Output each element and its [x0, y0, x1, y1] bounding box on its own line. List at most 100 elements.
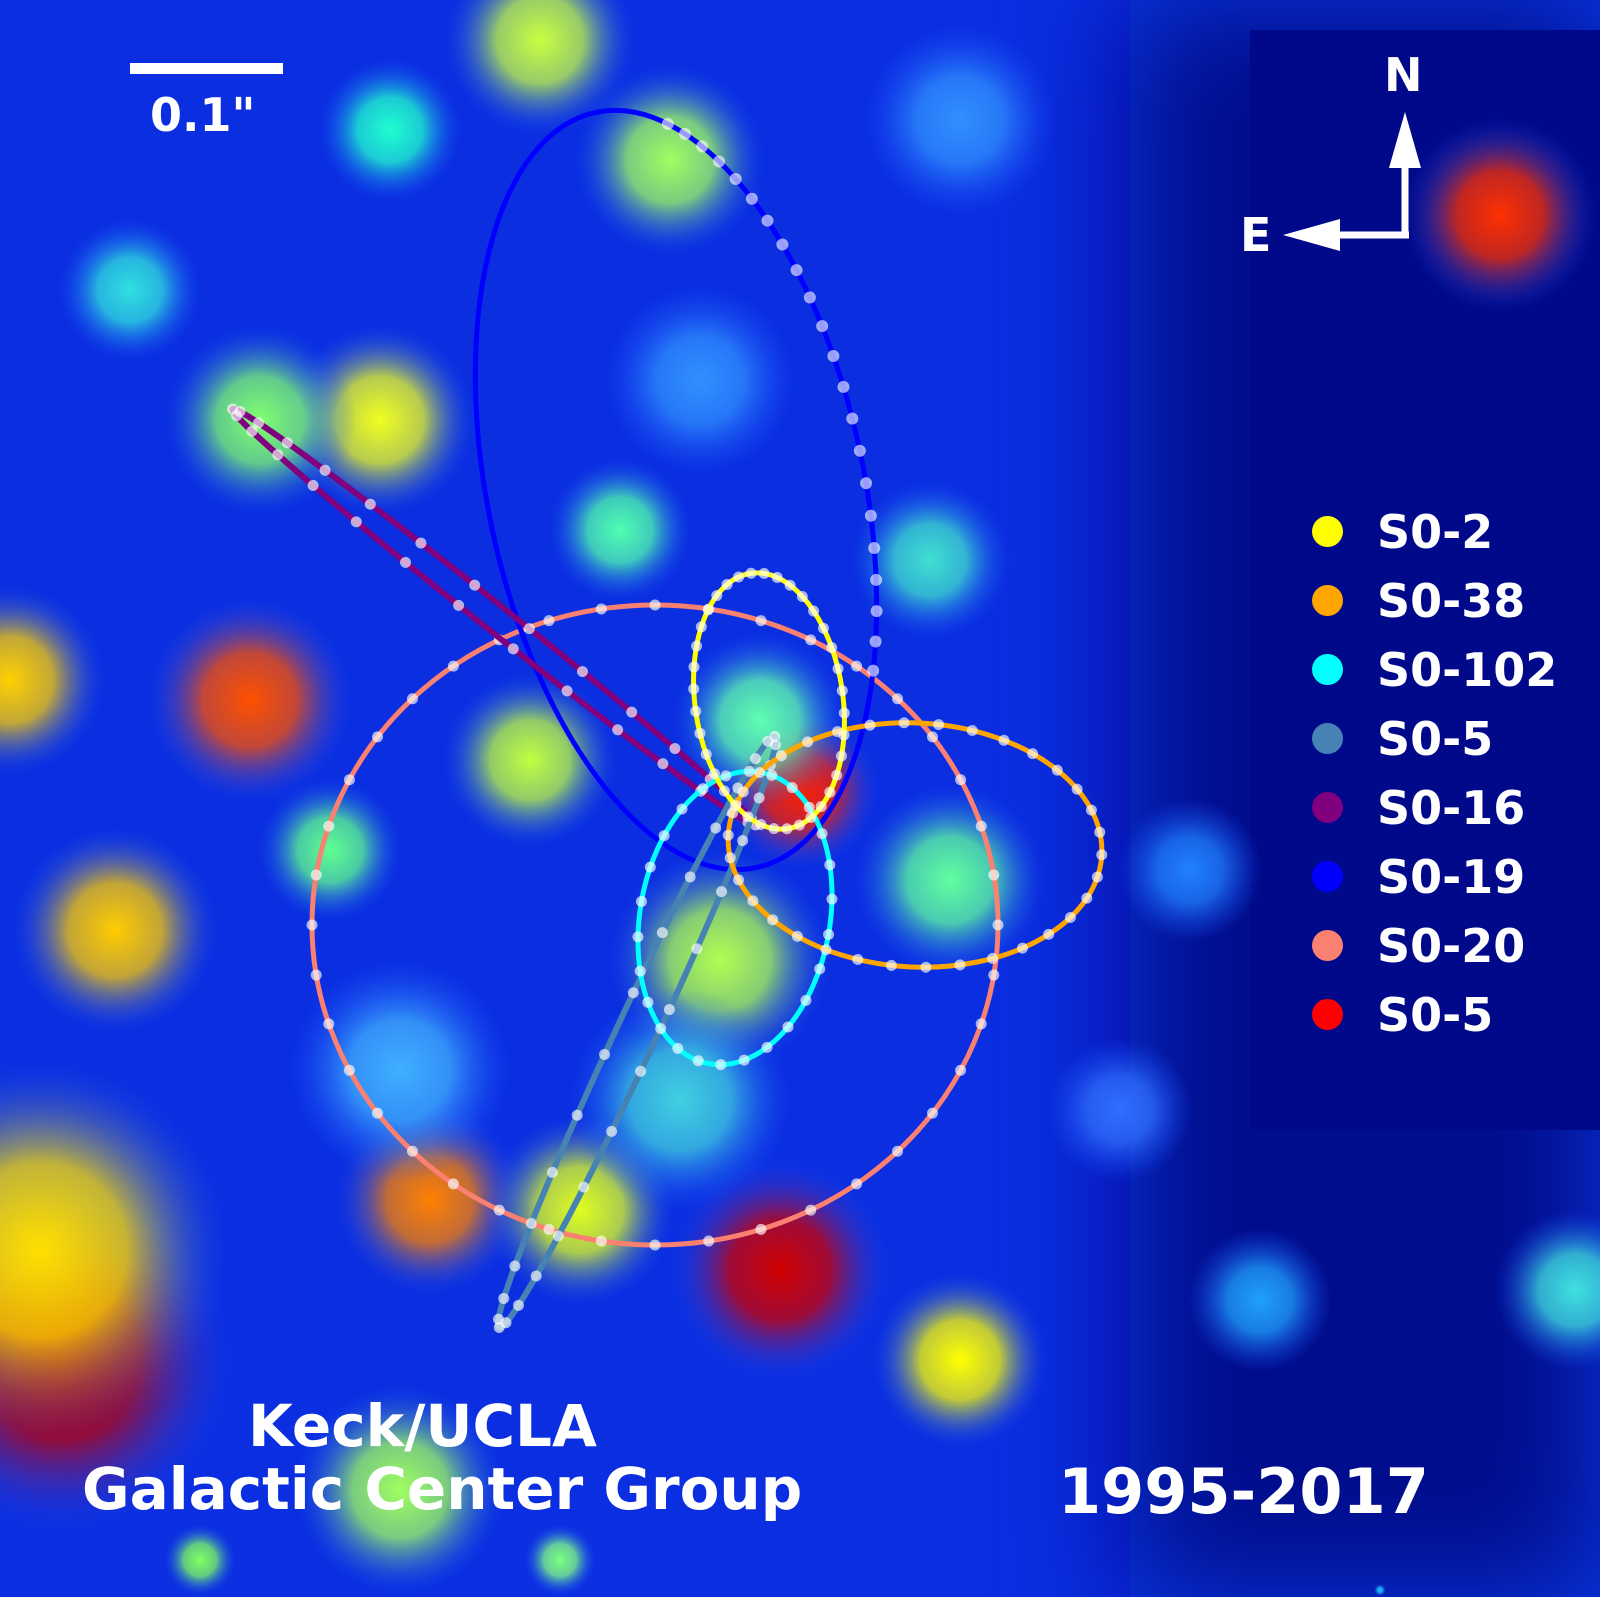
- observation-point: [453, 599, 465, 611]
- observation-point: [738, 1054, 750, 1066]
- observation-point: [543, 1223, 555, 1235]
- year-range: 1995-2017: [1058, 1455, 1429, 1528]
- legend-marker: [1312, 861, 1343, 892]
- observation-point: [1085, 804, 1097, 816]
- observation-point: [782, 1021, 794, 1033]
- observation-point: [805, 634, 817, 646]
- observation-point: [733, 874, 745, 886]
- star-glow: [1188, 1228, 1332, 1372]
- observation-point: [306, 919, 318, 931]
- observation-point: [870, 605, 883, 618]
- observation-point: [892, 1145, 904, 1157]
- observation-point: [1027, 748, 1039, 760]
- observation-point: [870, 573, 883, 586]
- legend-item: S0-2: [1312, 497, 1557, 566]
- legend-marker: [1312, 516, 1343, 547]
- observation-point: [835, 750, 847, 762]
- star-glow: [318, 58, 462, 202]
- observation-point: [729, 172, 742, 185]
- observation-point: [867, 664, 880, 677]
- observation-point: [713, 155, 726, 168]
- observation-point: [323, 1018, 335, 1030]
- legend-label: S0-5: [1377, 987, 1494, 1042]
- observation-point: [885, 959, 897, 971]
- observation-point: [246, 425, 258, 437]
- observation-point: [793, 819, 805, 831]
- observation-point: [805, 1204, 817, 1216]
- legend-marker: [1312, 999, 1343, 1030]
- observation-point: [864, 509, 877, 522]
- observation-point: [975, 820, 987, 832]
- observation-point: [753, 792, 765, 804]
- star-glow: [568, 988, 792, 1212]
- star-glow: [1374, 1584, 1386, 1596]
- observation-point: [523, 623, 535, 635]
- observation-point: [688, 683, 700, 695]
- observation-point: [955, 1064, 967, 1076]
- observation-point: [860, 477, 873, 490]
- star-glow: [672, 632, 848, 808]
- star-glow: [1495, 1210, 1600, 1370]
- observation-point: [761, 214, 774, 227]
- observation-point: [851, 660, 863, 672]
- legend-label: S0-20: [1377, 918, 1526, 973]
- observation-point: [815, 800, 827, 812]
- star-glow: [524, 1524, 596, 1596]
- legend-label: S0-19: [1377, 849, 1526, 904]
- orbit-s0-2: [688, 567, 850, 835]
- legend-label: S0-38: [1377, 573, 1526, 628]
- observation-point: [281, 437, 293, 449]
- observation-point: [720, 770, 732, 782]
- observation-point: [802, 736, 814, 748]
- observation-point: [754, 767, 766, 779]
- observation-point: [319, 464, 331, 476]
- legend-label: S0-102: [1377, 642, 1558, 697]
- observation-point: [769, 731, 781, 743]
- observation-point: [761, 1041, 773, 1053]
- observation-point: [632, 931, 644, 943]
- star-glow: [548, 458, 692, 602]
- observation-point: [933, 719, 945, 731]
- observation-point: [716, 886, 728, 898]
- observation-point: [500, 1317, 512, 1329]
- scale-bar: [130, 63, 283, 74]
- observation-point: [310, 969, 322, 981]
- observation-point: [820, 944, 832, 956]
- observation-point: [663, 1004, 675, 1016]
- observation-point: [447, 660, 459, 672]
- observation-point: [635, 1065, 647, 1077]
- orbit-s0-38: [722, 717, 1108, 973]
- observation-point: [898, 717, 910, 729]
- observation-point: [1081, 892, 1093, 904]
- observation-point: [530, 1270, 542, 1282]
- observation-point: [672, 1042, 684, 1054]
- observation-point: [561, 685, 573, 697]
- legend-label: S0-16: [1377, 780, 1526, 835]
- observation-point: [966, 724, 978, 736]
- star-glow: [288, 958, 512, 1182]
- legend-item: S0-5: [1312, 704, 1557, 773]
- observation-point: [832, 663, 844, 675]
- legend-marker: [1312, 930, 1343, 961]
- observation-point: [868, 541, 881, 554]
- observation-point: [649, 1239, 661, 1251]
- observation-point: [998, 734, 1010, 746]
- observation-point: [702, 604, 714, 616]
- observation-point: [578, 1181, 590, 1193]
- observation-point: [781, 823, 793, 835]
- observation-point: [755, 615, 767, 627]
- star-glow: [58, 218, 202, 362]
- star-glow: [0, 584, 106, 776]
- star-glow: [294, 1384, 506, 1596]
- observation-point: [696, 140, 709, 153]
- observation-point: [768, 823, 780, 835]
- observation-point: [826, 893, 838, 905]
- observation-point: [796, 591, 808, 603]
- star-glow: [604, 284, 796, 476]
- observation-point: [737, 835, 749, 847]
- star-glow: [442, 672, 618, 848]
- observation-point: [469, 579, 481, 591]
